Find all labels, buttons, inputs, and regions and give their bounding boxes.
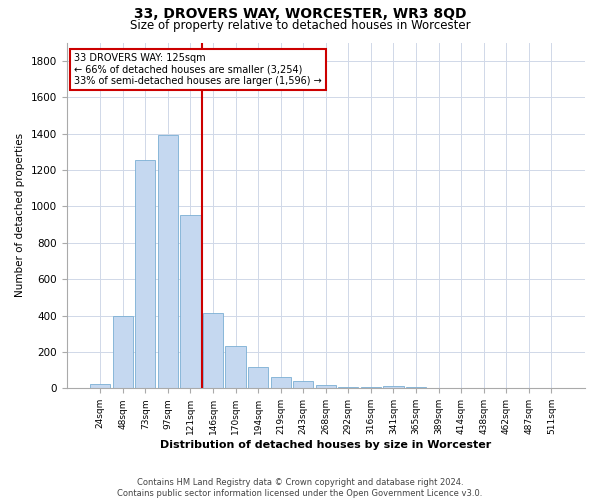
Bar bbox=[158, 136, 178, 388]
X-axis label: Distribution of detached houses by size in Worcester: Distribution of detached houses by size … bbox=[160, 440, 491, 450]
Bar bbox=[293, 381, 313, 388]
Y-axis label: Number of detached properties: Number of detached properties bbox=[15, 134, 25, 298]
Bar bbox=[226, 346, 246, 389]
Bar bbox=[248, 366, 268, 388]
Bar bbox=[271, 376, 291, 388]
Text: Contains HM Land Registry data © Crown copyright and database right 2024.
Contai: Contains HM Land Registry data © Crown c… bbox=[118, 478, 482, 498]
Bar bbox=[135, 160, 155, 388]
Bar bbox=[338, 386, 358, 388]
Bar bbox=[316, 384, 336, 388]
Bar bbox=[203, 313, 223, 388]
Bar bbox=[181, 214, 200, 388]
Text: 33, DROVERS WAY, WORCESTER, WR3 8QD: 33, DROVERS WAY, WORCESTER, WR3 8QD bbox=[134, 8, 466, 22]
Bar bbox=[383, 386, 404, 388]
Bar bbox=[90, 384, 110, 388]
Bar bbox=[113, 316, 133, 388]
Text: 33 DROVERS WAY: 125sqm
← 66% of detached houses are smaller (3,254)
33% of semi-: 33 DROVERS WAY: 125sqm ← 66% of detached… bbox=[74, 53, 322, 86]
Text: Size of property relative to detached houses in Worcester: Size of property relative to detached ho… bbox=[130, 19, 470, 32]
